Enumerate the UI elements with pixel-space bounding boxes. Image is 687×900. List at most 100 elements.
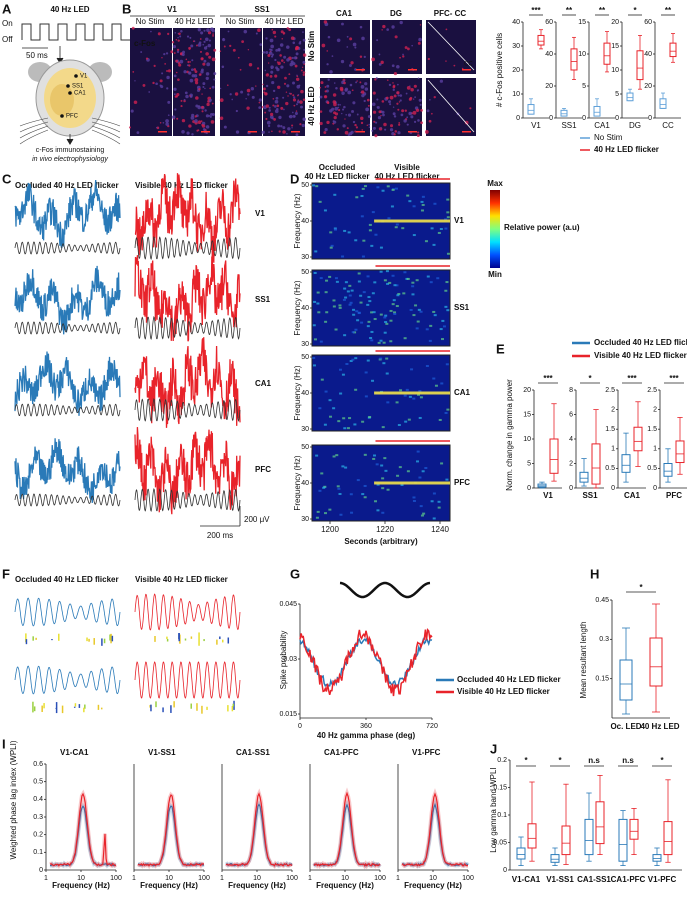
cell [283,61,286,64]
label: 10 [523,436,531,443]
trace [299,627,433,697]
label: 15 [523,411,531,418]
spec-blob [343,334,347,337]
cell [294,64,298,68]
cell [226,84,229,87]
cell [272,104,275,107]
label: 1 [44,875,48,882]
spec-blob [420,514,424,517]
spec-blob [323,209,327,212]
cell [371,102,376,107]
cell [359,25,363,29]
cell [345,113,348,116]
cell [356,80,358,82]
spec-blob [334,277,338,280]
label: I [2,736,6,751]
spec-blob [372,457,376,460]
cell [190,44,194,48]
cell [264,69,267,72]
label: ** [566,6,573,15]
cell [246,88,251,93]
spec-blob [433,202,437,205]
cell [406,116,409,119]
label: 1 [611,446,615,453]
cell [280,124,283,128]
trace [134,661,241,699]
label: 100 [198,875,210,882]
cell [301,66,304,69]
box [659,98,667,109]
cell [274,74,278,78]
spec-blob [345,363,349,366]
cell [285,91,288,93]
label: Seconds (arbitrary) [344,537,418,546]
cell [241,40,245,44]
cell [205,125,210,129]
box [516,847,526,860]
cell [293,104,296,107]
box [649,637,663,687]
spec-blob [416,320,420,323]
spec-blob [400,483,404,486]
electrode [60,114,64,118]
cell [255,32,258,35]
label: CC [662,121,674,130]
cell [212,34,214,37]
cell [256,67,260,70]
spec-blob [370,244,374,247]
spec-blob [389,319,393,322]
label: 40 [644,51,652,58]
trace [134,488,241,512]
label: 0 [653,485,657,492]
cell [392,106,395,108]
label: 100 [110,875,122,882]
cell [366,98,370,102]
spec-blob [379,313,383,316]
cell [197,120,202,124]
spec-blob [357,280,361,283]
label: 5 [582,83,586,90]
scale-bar [408,69,417,71]
spec-blob [316,302,320,305]
label: 10 [578,51,586,58]
spec-blob [316,291,320,294]
label: CA1-SS1 [577,875,611,884]
spec-blob [336,485,340,488]
spec-blob [320,472,324,475]
label: 0.5 [647,465,657,472]
spec-blob [379,246,383,249]
spec-blob [425,328,429,331]
label: 15 [611,43,619,50]
cell [380,127,382,129]
cell [361,36,365,41]
trace [19,117,49,127]
label: 0.1 [497,812,507,819]
spec-blob [323,485,327,488]
box [550,854,560,863]
label: CA1-SS1 [236,748,270,757]
spec-blob [347,231,351,234]
label: Visible 40 Hz LED flicker [135,181,228,190]
cell [407,47,410,51]
spec-blob [446,198,450,201]
label: V1 [255,209,265,218]
trace [313,803,381,867]
spec-blob [439,328,443,331]
cell [391,64,395,68]
cell [247,93,250,96]
cell [265,84,269,88]
cell [205,72,210,76]
spec-blob [446,216,450,219]
cell [347,90,352,95]
cell [201,105,204,109]
cell [295,77,300,82]
cell [352,120,356,124]
cell [181,118,186,123]
micrograph [220,28,262,136]
cell [343,81,346,85]
label: 40 Hz LED [50,5,89,14]
spec-blob [394,187,398,190]
label: 5 [527,460,531,467]
label: V1-SS1 [546,875,574,884]
cell [334,106,339,111]
